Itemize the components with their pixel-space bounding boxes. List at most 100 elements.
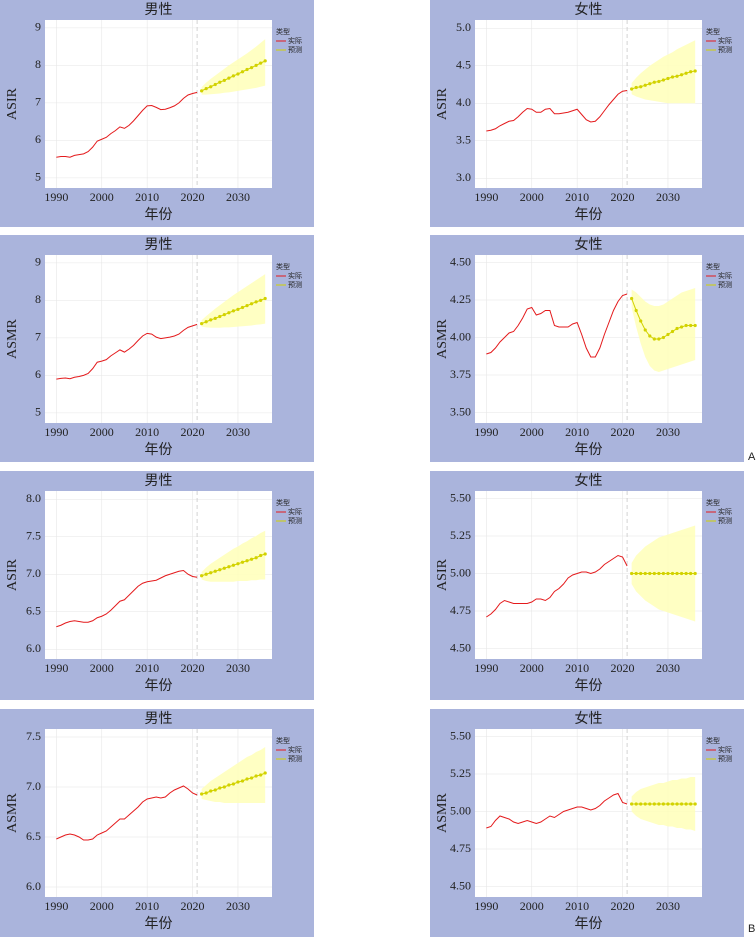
forecast-point bbox=[661, 335, 666, 340]
x-tick-label: 2020 bbox=[611, 661, 635, 675]
legend-label: 预测 bbox=[288, 516, 302, 525]
x-tick-label: 2000 bbox=[520, 425, 544, 439]
x-axis-label: 年份 bbox=[575, 916, 603, 932]
forecast-point bbox=[254, 63, 258, 67]
y-tick-label: 5.50 bbox=[450, 728, 471, 742]
forecast-interval bbox=[201, 530, 266, 582]
forecast-point bbox=[689, 323, 693, 328]
y-axis-label: ASIR bbox=[5, 87, 20, 120]
plot-area bbox=[45, 729, 272, 897]
y-tick-label: 4.0 bbox=[456, 95, 471, 109]
y-tick-label: 6.5 bbox=[26, 829, 41, 843]
x-axis-label: 年份 bbox=[575, 442, 603, 458]
x-tick-label: 1990 bbox=[474, 899, 498, 913]
x-tick-label: 1990 bbox=[44, 425, 68, 439]
forecast-point bbox=[630, 802, 634, 806]
y-tick-label: 4.50 bbox=[450, 254, 471, 268]
legend-title: 类型 bbox=[706, 27, 720, 36]
y-tick-label: 6 bbox=[35, 132, 41, 146]
forecast-point bbox=[245, 67, 249, 72]
forecast-point bbox=[222, 313, 226, 317]
y-tick-label: 6.0 bbox=[26, 641, 41, 655]
x-tick-label: 2000 bbox=[520, 899, 544, 913]
forecast-point bbox=[630, 296, 634, 301]
legend-label: 实际 bbox=[288, 36, 302, 45]
forecast-point bbox=[227, 783, 231, 787]
forecast-point bbox=[254, 774, 258, 778]
chart-title: 女性 bbox=[575, 472, 603, 489]
y-tick-label: 9 bbox=[35, 20, 41, 34]
y-tick-label: 6.0 bbox=[26, 879, 41, 893]
forecast-point bbox=[200, 89, 204, 93]
forecast-point bbox=[689, 571, 693, 576]
forecast-point bbox=[240, 305, 245, 310]
x-axis-label: 年份 bbox=[575, 207, 603, 223]
plot-area bbox=[45, 255, 272, 423]
series-line bbox=[486, 792, 628, 829]
forecast-point bbox=[200, 792, 204, 796]
y-tick-label: 5.00 bbox=[450, 803, 471, 817]
y-axis-label: ASMR bbox=[5, 792, 20, 832]
forecast-point bbox=[204, 87, 208, 91]
forecast-point bbox=[666, 571, 670, 576]
series-line bbox=[56, 785, 198, 841]
forecast-point bbox=[689, 802, 693, 806]
forecast-point bbox=[227, 565, 231, 569]
forecast-point bbox=[245, 304, 249, 308]
x-tick-label: 2020 bbox=[611, 190, 635, 204]
series-line bbox=[486, 554, 628, 618]
y-tick-label: 8 bbox=[35, 292, 41, 306]
forecast-point bbox=[222, 566, 226, 570]
forecast-point bbox=[249, 776, 254, 780]
forecast-point bbox=[689, 70, 693, 74]
y-axis-label: ASIR bbox=[435, 87, 450, 120]
x-tick-label: 2030 bbox=[656, 425, 680, 439]
legend-title: 类型 bbox=[706, 498, 720, 507]
chart-title: 男性 bbox=[145, 2, 173, 18]
forecast-point bbox=[679, 802, 684, 806]
forecast-point bbox=[652, 80, 656, 84]
forecast-point bbox=[204, 791, 208, 795]
x-tick-label: 2020 bbox=[181, 190, 205, 204]
y-tick-label: 3.5 bbox=[456, 133, 471, 147]
y-tick-label: 4.75 bbox=[450, 603, 471, 617]
x-tick-label: 2010 bbox=[565, 425, 589, 439]
y-tick-label: 6.5 bbox=[26, 604, 41, 618]
x-tick-label: 1990 bbox=[44, 899, 68, 913]
forecast-point bbox=[209, 571, 213, 575]
x-tick-label: 2000 bbox=[90, 190, 114, 204]
forecast-point bbox=[209, 318, 213, 322]
forecast-point bbox=[204, 320, 208, 324]
forecast-point bbox=[652, 802, 656, 806]
forecast-point bbox=[675, 74, 679, 78]
forecast-point bbox=[240, 560, 245, 564]
x-tick-label: 2030 bbox=[656, 190, 680, 204]
forecast-point bbox=[263, 771, 267, 775]
forecast-point bbox=[227, 311, 231, 315]
forecast-point bbox=[213, 82, 217, 87]
legend-label: 实际 bbox=[718, 507, 732, 516]
forecast-point bbox=[249, 302, 254, 306]
y-tick-label: 5.25 bbox=[450, 528, 471, 542]
forecast-point bbox=[643, 328, 647, 332]
forecast-point bbox=[679, 325, 684, 329]
forecast-point bbox=[634, 802, 638, 806]
forecast-point bbox=[218, 80, 222, 84]
y-tick-label: 5.0 bbox=[456, 20, 471, 34]
x-tick-label: 1990 bbox=[474, 190, 498, 204]
forecast-point bbox=[200, 574, 204, 578]
legend-title: 类型 bbox=[276, 498, 290, 507]
forecast-point bbox=[218, 314, 222, 319]
legend-label: 预测 bbox=[718, 754, 732, 763]
forecast-point bbox=[222, 785, 226, 789]
legend-label: 实际 bbox=[288, 745, 302, 754]
forecast-point bbox=[648, 334, 652, 338]
forecast-point bbox=[639, 802, 643, 806]
forecast-interval bbox=[201, 274, 266, 328]
forecast-point bbox=[236, 307, 240, 311]
forecast-point bbox=[227, 76, 231, 80]
y-tick-label: 4.25 bbox=[450, 292, 471, 306]
forecast-point bbox=[231, 563, 236, 567]
forecast-point bbox=[675, 571, 679, 576]
